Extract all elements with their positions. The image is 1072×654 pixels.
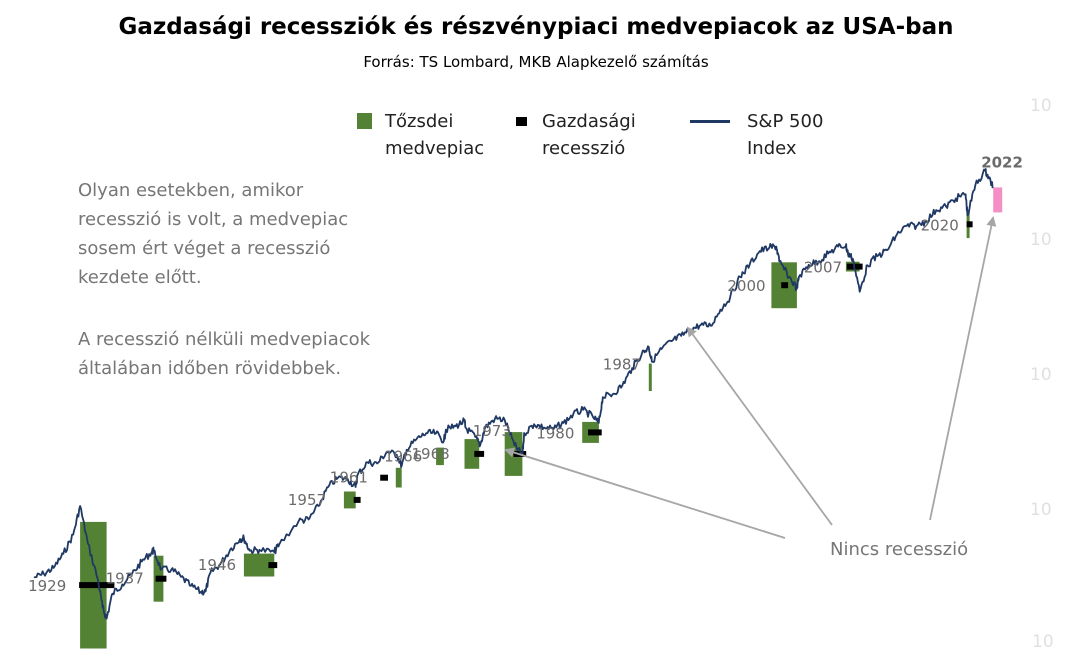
legend-swatch-bear (357, 113, 372, 129)
y-tick-label: 10 (1030, 500, 1052, 520)
bear-market-bar (436, 447, 444, 466)
recession-marker (79, 582, 115, 589)
bear-year-label: 1968 (412, 445, 450, 463)
arrow-to-1966 (504, 447, 786, 539)
chart-subtitle: Forrás: TS Lombard, MKB Alapkezelő számí… (363, 53, 709, 71)
bear-market-bar (648, 363, 652, 391)
current-bear-bar (993, 187, 1003, 213)
chart-title: Gazdasági recessziók és részvénypiaci me… (118, 14, 954, 40)
recession-marker (380, 474, 388, 481)
recession-marker (353, 496, 361, 503)
bear-market-bar (395, 467, 402, 488)
bear-year-label: 1980 (536, 424, 574, 442)
y-tick-label: 10 (1030, 230, 1052, 250)
bear-year-label: 1937 (106, 570, 144, 588)
bear-year-label: 1973 (473, 422, 511, 440)
bear-year-label: 1929 (28, 577, 66, 595)
bear-year-label: 1957 (288, 491, 326, 509)
current-bear-year-label: 2022 (981, 153, 1023, 171)
y-tick-label: 10 (1030, 365, 1052, 385)
bear-year-label: 1946 (198, 556, 236, 574)
bear-market-bar (343, 491, 356, 509)
bear-year-label: 1961 (330, 469, 368, 487)
bear-market-bar (243, 553, 275, 577)
recession-marker (966, 221, 973, 228)
annotation-note-1: Olyan esetekben, amikor recesszió is vol… (78, 180, 349, 288)
y-tick-label: 1 (0, 0, 11, 5)
arrow-to-2020 (929, 216, 997, 521)
recession-marker (781, 282, 789, 289)
recession-marker (155, 575, 167, 582)
bear-year-label: 1966 (384, 447, 422, 465)
bear-year-label: 2000 (727, 277, 765, 295)
annotation-note-2: A recesszió nélküli medvepiacok általába… (78, 329, 371, 379)
recession-marker (474, 450, 485, 457)
y-tick-label: 10 (1030, 96, 1052, 116)
bear-year-label: 2007 (804, 259, 842, 277)
arrow-to-1987 (686, 326, 833, 526)
legend-swatch-sp500 (690, 120, 730, 123)
recession-marker (588, 429, 602, 436)
bear-year-label: 2020 (921, 216, 959, 234)
legend-label-recession: Gazdasági recesszió (542, 111, 636, 159)
recession-marker (268, 562, 278, 569)
y-tick-label: 10 (1032, 632, 1054, 652)
legend-label-sp500: S&P 500 Index (747, 111, 824, 159)
legend-swatch-recession (516, 117, 527, 126)
legend-label-bear: Tőzsdei medvepiac (385, 111, 485, 159)
sp500-line (33, 168, 994, 620)
bear-year-label: 1987 (603, 355, 641, 373)
bear-market-bar (464, 439, 480, 469)
no-recession-label: Nincs recesszió (830, 539, 968, 560)
